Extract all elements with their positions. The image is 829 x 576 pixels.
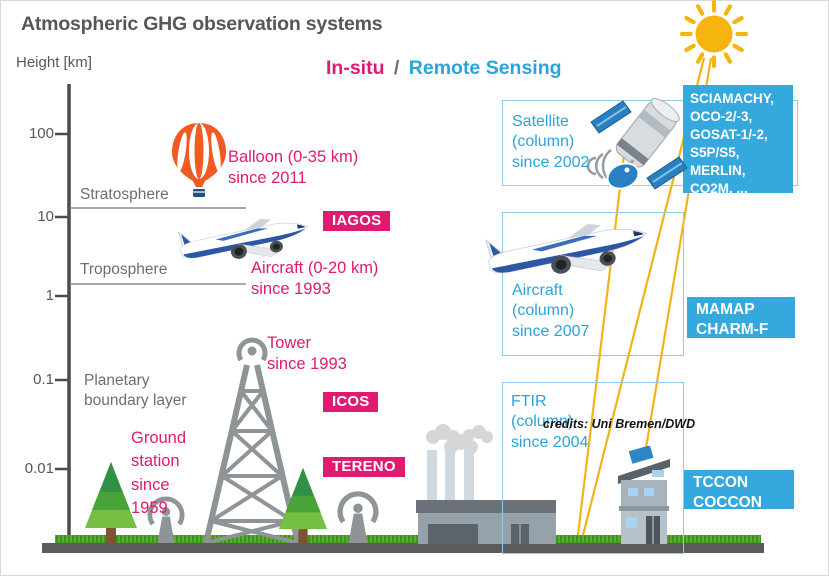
tree-icon — [275, 466, 331, 544]
ftir-label: FTIR (column) since 2004 — [511, 393, 589, 451]
balloon-icon — [168, 121, 230, 197]
remote-aircraft-label: Aircraft (column) since 2007 — [512, 282, 590, 340]
satellite-column-box — [502, 100, 798, 186]
header-separator: / — [393, 57, 400, 79]
tick-100: 100 — [28, 125, 54, 142]
page-title: Atmospheric GHG observation systems — [21, 13, 383, 35]
boundary-layer-label: Planetary boundary layer — [84, 372, 187, 409]
column-header: In-situ / Remote Sensing — [326, 57, 562, 80]
remote-airplane-icon — [478, 218, 658, 290]
tick-0-01: 0.01 — [24, 460, 54, 477]
insitu-header: In-situ — [326, 57, 385, 79]
satellite-missions-box: SCIAMACHY, OCO-2/-3, GOSAT-1/-2, S5P/S5,… — [683, 85, 793, 196]
insitu-aircraft-label: Aircraft (0-20 km) since 1993 — [251, 259, 379, 298]
height-axis — [55, 84, 71, 545]
axis-label: Height [km] — [16, 54, 92, 71]
ftir-building-icon — [616, 446, 672, 544]
aircraft-column-box — [502, 212, 684, 356]
sun-icon — [664, 0, 760, 72]
tick-0-1: 0.1 — [33, 371, 54, 388]
iagos-badge: IAGOS — [323, 211, 391, 231]
tick-1: 1 — [45, 287, 54, 304]
tower-label: Tower since 1993 — [267, 334, 347, 373]
tick-10: 10 — [37, 208, 54, 225]
tereno-antenna-icon — [334, 484, 382, 544]
aircraft-missions-box: MAMAP CHARM-F — [687, 297, 795, 338]
grass-strip — [55, 535, 761, 544]
troposphere-label: Troposphere — [80, 261, 168, 278]
remote-sensing-header: Remote Sensing — [408, 57, 562, 79]
factory-icon — [413, 424, 559, 544]
satellite-column-label: Satellite (column) since 2002 — [512, 113, 590, 171]
satellite-icon — [583, 80, 695, 198]
credits-text: credits: Uni Bremen/DWD — [543, 417, 696, 431]
ground-station-label: Ground station since 1959 — [131, 429, 187, 518]
tereno-badge: TERENO — [323, 457, 405, 477]
layer-boundary-lines — [70, 207, 246, 285]
balloon-label: Balloon (0-35 km) since 2011 — [228, 148, 359, 187]
ftir-column-box — [502, 382, 684, 554]
stratosphere-label: Stratosphere — [80, 186, 169, 203]
ground-bar — [42, 543, 764, 553]
icos-badge: ICOS — [323, 392, 379, 412]
ground-networks-box: TCCON COCCON — [684, 470, 794, 511]
